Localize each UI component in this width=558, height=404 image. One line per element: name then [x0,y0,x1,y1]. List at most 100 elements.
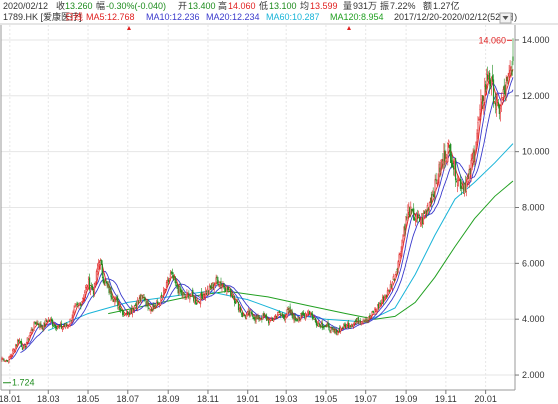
candle-body [305,313,307,320]
candle-body [81,301,83,305]
candle-body [152,306,154,310]
candle-body [436,182,438,184]
candle-body [431,194,433,202]
candle-body [313,318,316,320]
candle-body [216,276,218,280]
candle-body [396,269,398,271]
candle-body [295,318,297,321]
candle-body [411,209,413,211]
candle-body [418,217,421,222]
candle-body [292,314,294,320]
candle-body [315,321,317,326]
candle-body [38,323,40,328]
low-annotation: 1.724 [12,378,35,388]
avg-label: 均 [300,1,310,11]
candle-body [370,315,372,319]
candle-body [464,182,466,191]
candle-body [71,317,73,322]
candle-body [484,85,486,103]
candle-body [244,316,246,318]
candle-body [432,193,434,197]
close-label: 收 [56,1,66,11]
candle-body [413,208,415,221]
y-tick-label: 10.000 [522,147,550,157]
candle-body [76,303,78,306]
candle-body [74,306,76,308]
candle-body [161,294,163,297]
candle-body [240,313,243,315]
x-tick-label: 18.01 [0,394,21,404]
candle-body [89,277,91,290]
candle-body [137,301,139,303]
candle-body [101,263,103,276]
high-value: 14.060 [228,1,256,11]
candle-body [271,318,274,321]
candle-body [15,345,17,351]
candle-body [310,313,313,315]
candle-body [407,210,409,221]
candle-body [119,305,121,311]
candle-body [238,308,241,311]
candle-body [324,325,326,327]
candle-body [357,316,359,324]
candle-body [291,310,293,316]
x-tick-label: 18.07 [117,394,140,404]
candle-body [173,277,175,280]
candle-body [225,289,227,292]
candle-body [13,349,15,352]
candle-body [335,329,337,332]
candle-body [405,216,407,229]
y-tick-label: 2.000 [522,370,545,380]
grid-lines [1,25,515,390]
candle-body [249,310,251,316]
candle-body [192,289,194,297]
candle-body [226,286,228,294]
candle-body [497,102,499,107]
candle-body [430,197,432,204]
candle-body [387,289,390,292]
candle-body [325,325,327,327]
candle-body [84,292,86,299]
candle-body [63,325,65,327]
candle-body [323,326,325,328]
candle-body [311,313,314,319]
candle-body [333,330,335,332]
candle-body [35,322,37,325]
candle-body [356,318,358,322]
volume-label: 量 [343,1,353,11]
candle-body [49,319,51,322]
candle-body [182,293,184,297]
candle-body [509,69,511,76]
candle-body [77,303,79,305]
candle-body [7,360,9,363]
candle-body [297,318,299,322]
candle-body [186,292,188,298]
candle-body [444,150,446,162]
candle-body [203,295,206,297]
turnover-label: 额 [423,1,433,11]
candle-body [285,314,287,318]
candle-body [91,285,94,290]
candle-body [463,183,465,194]
candle-body [471,158,473,164]
candle-body [97,262,99,267]
candle-body [256,315,258,319]
candle-body [104,280,106,286]
candle-body [299,318,301,320]
candle-body [98,262,100,265]
candle-body [252,315,254,320]
candle-body [114,298,116,304]
settings-button[interactable] [499,12,512,24]
candle-body [69,319,71,326]
candle-body [384,296,387,299]
candle-body [123,313,125,315]
candle-body [196,302,198,305]
candle-body [223,282,225,288]
candle-body [30,329,32,333]
candle-body [381,297,384,302]
candle-body [504,91,506,96]
candle-body [347,322,350,329]
candle-body [139,296,141,302]
candle-body [120,309,122,311]
candle-body [113,298,115,303]
